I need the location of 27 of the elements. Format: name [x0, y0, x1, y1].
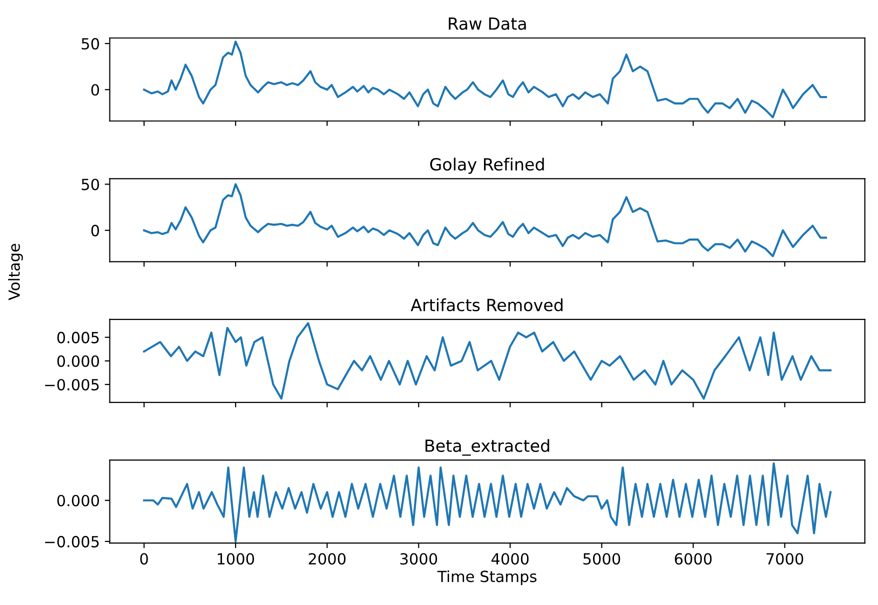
chart-title: Beta_extracted [426, 439, 550, 456]
line-series [143, 462, 832, 542]
x-tick-label: 3000 [400, 553, 438, 565]
x-tick-label: 4000 [491, 553, 529, 565]
y-tick-label: −0.005 [45, 536, 99, 548]
chart-title: Golay Refined [430, 158, 544, 174]
line-series [143, 183, 827, 258]
line-series [143, 322, 832, 400]
y-tick-label: 0.000 [57, 494, 100, 506]
x-tick-label: 7000 [766, 553, 804, 565]
y-tick-label: 0 [91, 84, 100, 96]
y-tick-label: 50 [82, 38, 100, 50]
chart-title: Raw Data [448, 18, 526, 30]
x-tick-label: 1000 [218, 553, 254, 565]
x-tick-label: 6000 [674, 553, 712, 565]
y-tick-label: −0.005 [45, 378, 99, 390]
y-tick-label: 0 [91, 224, 100, 236]
x-tick-label: 2000 [308, 553, 346, 565]
y-tick-label: 0.000 [57, 355, 100, 367]
y-axis-title: Voltage [8, 244, 23, 300]
y-tick-label: 0.005 [57, 332, 99, 344]
chart-title: Artifacts Removed [410, 298, 562, 312]
x-tick-label: 5000 [583, 553, 620, 565]
x-tick-label: 0 [140, 553, 148, 565]
line-series [143, 40, 827, 118]
y-tick-label: 50 [82, 178, 100, 190]
x-axis-title: Time Stamps [437, 570, 536, 586]
